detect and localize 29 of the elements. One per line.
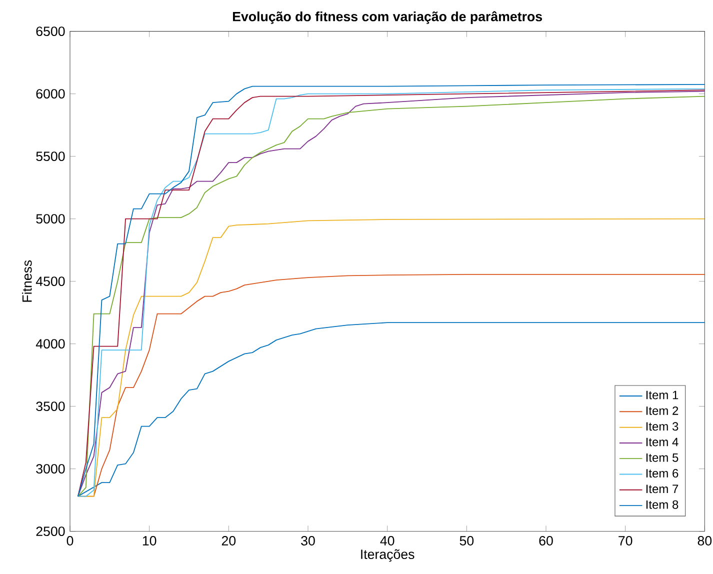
y-tick-label: 5000	[36, 214, 65, 224]
y-tick-label: 5500	[36, 152, 65, 162]
legend-label: Item 4	[646, 438, 678, 446]
x-tick-label: 60	[539, 536, 553, 546]
y-tick-label: 4000	[36, 339, 65, 349]
x-tick-label: 50	[460, 536, 474, 546]
legend-label: Item 2	[646, 406, 678, 415]
x-tick-label: 40	[380, 536, 394, 546]
y-tick-label: 6500	[36, 26, 65, 36]
x-tick-label: 80	[698, 536, 712, 546]
y-tick-label: 3000	[36, 464, 65, 474]
legend-label: Item 5	[646, 453, 678, 462]
x-tick-label: 10	[142, 536, 156, 546]
y-tick-label: 6000	[36, 89, 65, 99]
legend-label: Item 6	[646, 469, 678, 478]
x-tick-label: 30	[301, 536, 315, 546]
x-tick-label: 20	[222, 536, 236, 546]
x-tick-label: 0	[66, 536, 74, 546]
legend-label: Item 1	[646, 390, 678, 400]
legend-label: Item 8	[646, 500, 678, 509]
legend-label: Item 3	[646, 422, 678, 431]
y-tick-label: 3500	[36, 402, 65, 412]
y-axis-title: Fitness	[22, 260, 32, 302]
x-axis-title: Iterações	[361, 549, 414, 562]
chart-title: Evolução do fitness com variação de parâmetros	[232, 11, 542, 24]
y-tick-label: 4500	[36, 276, 65, 286]
y-tick-label: 2500	[36, 526, 65, 536]
x-tick-label: 70	[618, 536, 632, 546]
legend-label: Item 7	[646, 484, 678, 494]
